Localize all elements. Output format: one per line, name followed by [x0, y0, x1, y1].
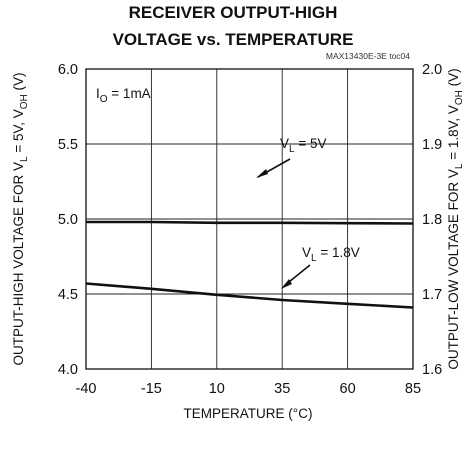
y-right-tick-label: 1.8 — [422, 212, 442, 228]
y-axis-left-title: OUTPUT-HIGH VOLTAGE FOR VL = 5V, VOH (V) — [11, 73, 30, 366]
chart-title-line-1: RECEIVER OUTPUT-HIGH — [129, 3, 338, 22]
chart-title-line-2: VOLTAGE vs. TEMPERATURE — [113, 30, 354, 49]
x-tick-label: -15 — [141, 381, 162, 397]
y-left-tick-label: 6.0 — [58, 62, 78, 78]
series-line-1 — [85, 282, 414, 309]
x-tick-label: 10 — [209, 381, 225, 397]
plot-frame — [85, 68, 414, 370]
series-arrowhead-1-8v — [281, 279, 292, 289]
series-group — [85, 220, 414, 309]
x-tick-label: 85 — [405, 381, 421, 397]
y-left-tick-label: 5.0 — [58, 212, 78, 228]
y-right-tick-label: 1.6 — [422, 362, 442, 378]
series-label-1-8v: VL = 1.8V — [302, 245, 360, 264]
chart-code: MAX13430E-3E toc04 — [326, 51, 410, 61]
y-left-tick-label: 5.5 — [58, 137, 78, 153]
x-tick-label: 60 — [340, 381, 356, 397]
series-arrowhead-5v — [256, 169, 268, 178]
x-tick-label: 35 — [274, 381, 290, 397]
grid — [86, 69, 413, 369]
condition-label: IO = 1mA — [96, 86, 151, 105]
y-left-tick-label: 4.5 — [58, 287, 78, 303]
series-line-0 — [86, 220, 414, 225]
series-label-5v: VL = 5V — [280, 136, 326, 155]
y-axis-right-title: OUTPUT-LOW VOLTAGE FOR VL = 1.8V, VOH (V… — [446, 68, 465, 369]
x-tick-label: -40 — [76, 381, 97, 397]
tick-labels: -40 -15 10 35 60 85 4.0 4.5 5.0 5.5 6.0 1.6 1.7 1.8 1.… — [58, 62, 442, 397]
y-right-tick-label: 1.9 — [422, 137, 442, 153]
x-axis-title: TEMPERATURE (°C) — [184, 406, 313, 421]
y-right-tick-label: 1.7 — [422, 287, 442, 303]
y-right-tick-label: 2.0 — [422, 62, 442, 78]
y-left-tick-label: 4.0 — [58, 362, 78, 378]
